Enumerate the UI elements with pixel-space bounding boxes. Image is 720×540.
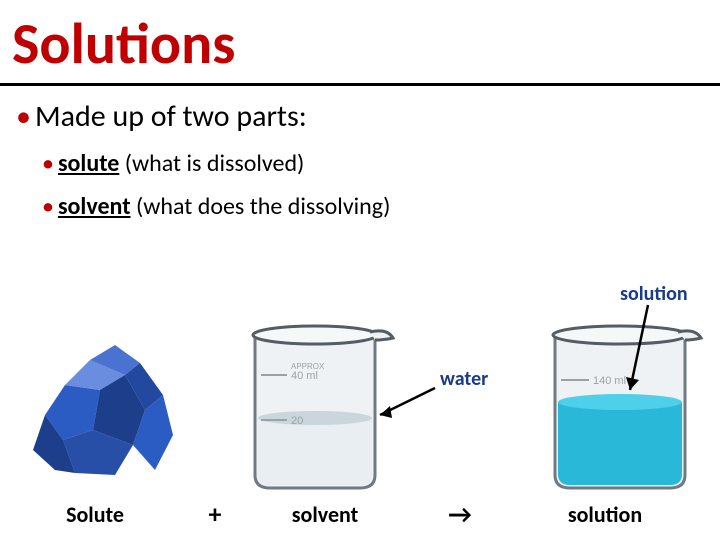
bullet-list: •Made up of two parts: •solute (what is … — [0, 86, 720, 221]
bullet-dot-icon: • — [42, 192, 54, 221]
bullet-l2-solute: •solute (what is dissolved) — [42, 149, 704, 178]
solute-term: solute — [58, 149, 119, 178]
svg-text:APPROX: APPROX — [291, 362, 325, 371]
eq-solvent: solvent — [240, 501, 410, 528]
eq-solution: solution — [510, 501, 700, 528]
solute-rest: (what is dissolved) — [119, 149, 304, 178]
grad-mark-20: 20 — [291, 415, 303, 427]
bullet-l1: •Made up of two parts: — [16, 98, 704, 135]
water-label: water — [440, 367, 488, 391]
bullet-l1-text: Made up of two parts: — [35, 98, 307, 135]
solvent-term: solvent — [58, 192, 131, 221]
equation-row: Solute + solvent → solution — [0, 498, 720, 530]
arrow-icon: → — [410, 498, 510, 530]
grad-mark-140: 140 ml — [593, 375, 626, 387]
solution-top-label: solution — [620, 282, 688, 306]
eq-solute: Solute — [0, 501, 190, 528]
page-title: Solutions — [0, 0, 720, 83]
solvent-rest: (what does the dissolving) — [131, 192, 391, 221]
bullet-l2-solvent: •solvent (what does the dissolving) — [42, 192, 704, 221]
diagram-area: 40 ml APPROX 20 water 140 ml solution So… — [0, 270, 720, 540]
beaker-water-icon: 40 ml APPROX 20 — [253, 326, 393, 488]
plus-icon: + — [190, 498, 240, 530]
bullet-dot-icon: • — [42, 149, 54, 178]
beaker-solution-icon: 140 ml — [553, 326, 701, 488]
solute-crystals-icon — [33, 345, 173, 475]
bullet-dot-icon: • — [16, 98, 31, 135]
grad-mark-40: 40 ml — [291, 370, 318, 382]
